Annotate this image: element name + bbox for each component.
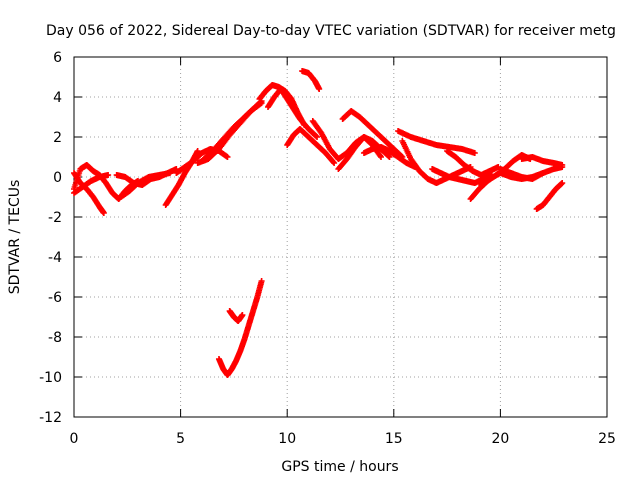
series-arc-outlier (215, 278, 265, 378)
y-tick-label: -12 (39, 410, 62, 426)
data-point (331, 160, 338, 166)
y-tick-label: 4 (53, 90, 62, 106)
data-point (314, 134, 321, 140)
data-point (330, 159, 337, 165)
y-tick-label: -8 (48, 330, 62, 346)
y-tick-label: -10 (39, 370, 62, 386)
series-arc-morning-4 (194, 100, 265, 166)
data-point (105, 172, 112, 178)
y-axis-label: SDTVAR / TECUs (7, 180, 23, 295)
data-markers (71, 68, 566, 378)
data-point (386, 154, 393, 160)
x-axis-label: GPS time / hours (281, 459, 398, 475)
data-point (239, 312, 246, 318)
data-point (224, 154, 231, 160)
x-tick-label: 15 (385, 431, 403, 447)
series-arc-peak-2 (265, 86, 321, 140)
series-arc-peak-4 (299, 68, 323, 92)
x-tick-label: 10 (278, 431, 296, 447)
data-point (194, 148, 201, 154)
series-arc-afternoon-2 (395, 128, 478, 156)
data-point (258, 100, 265, 106)
y-tick-label: -6 (48, 290, 62, 306)
y-tick-label: 2 (53, 130, 62, 146)
data-point (316, 86, 323, 92)
y-tick-label: -2 (48, 210, 62, 226)
data-point (100, 210, 107, 216)
series-arc-early-5 (117, 170, 173, 200)
y-tick-label: 0 (53, 170, 62, 186)
y-tick-label: 6 (53, 50, 62, 66)
x-tick-label: 20 (491, 431, 509, 447)
x-tick-label: 0 (70, 431, 79, 447)
data-point (471, 150, 478, 156)
grid-lines (74, 57, 607, 417)
data-point (378, 154, 385, 160)
series-arc-midday-4 (360, 144, 419, 170)
series-arc-evening-4 (518, 154, 566, 168)
x-tick-label: 25 (598, 431, 616, 447)
series-arc-midday-2 (335, 134, 393, 172)
data-point (559, 162, 566, 168)
series-arc-midday-3 (339, 108, 406, 160)
chart-title: Day 056 of 2022, Sidereal Day-to-day VTE… (46, 23, 616, 39)
series-arc-early-3 (71, 172, 112, 196)
series-arc-peak-3 (284, 126, 338, 166)
series-arc-afternoon-4 (444, 148, 502, 178)
series-arc-late (533, 180, 566, 212)
data-point (166, 170, 173, 176)
plot-frame (73, 56, 608, 418)
data-point (258, 278, 265, 284)
y-tick-label: -4 (48, 250, 62, 266)
series-arc-outlier-2 (226, 308, 246, 324)
x-tick-label: 5 (176, 431, 185, 447)
axis-ticks: 0 5 10 15 20 25 -12 -10 -8 -6 -4 -2 0 2 4 6 (39, 50, 616, 447)
data-point (559, 180, 566, 186)
